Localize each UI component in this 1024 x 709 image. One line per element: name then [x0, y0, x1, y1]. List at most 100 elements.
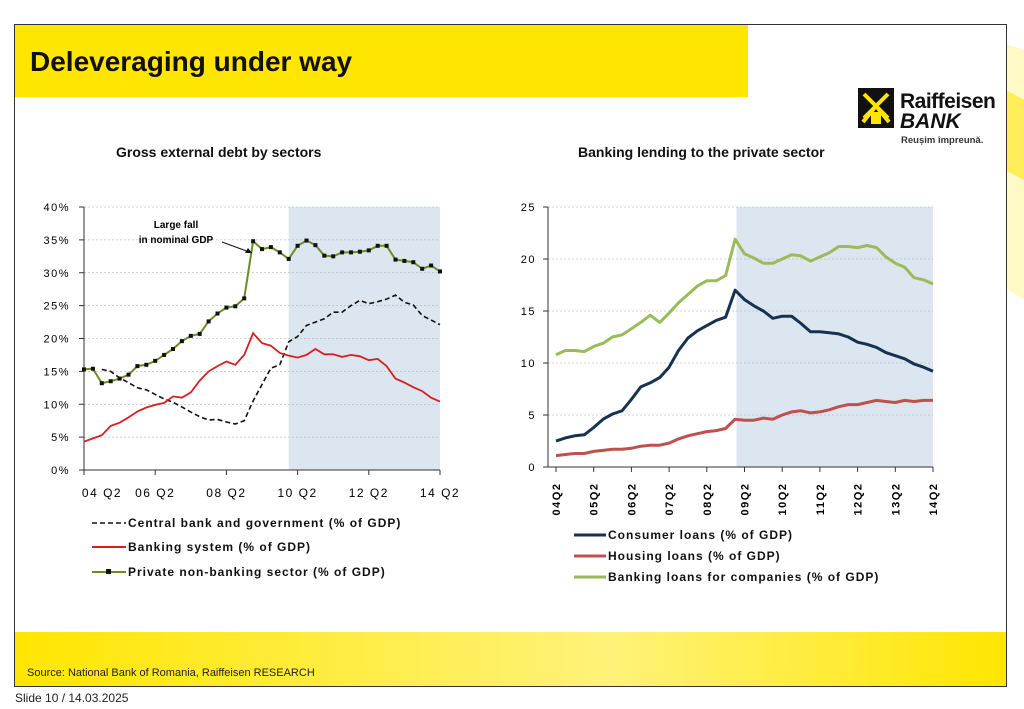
- data-point-marker: [117, 376, 122, 381]
- x-tick-label: 10Q2: [777, 483, 789, 516]
- legend-item-company-loans: Banking loans for companies (% of GDP): [574, 570, 879, 584]
- y-tick-label: 5%: [51, 432, 70, 444]
- legend-swatch-red: [92, 546, 126, 548]
- data-point-marker: [357, 249, 362, 254]
- legend-item-housing-loans: Housing loans (% of GDP): [574, 549, 781, 563]
- data-point-marker: [322, 253, 327, 258]
- legend-swatch-green: [574, 575, 606, 579]
- annotation-line1: Large fall: [154, 220, 199, 231]
- brand-bank: BANK: [900, 110, 961, 133]
- data-point-marker: [295, 243, 300, 248]
- data-point-marker: [197, 331, 202, 336]
- data-point-marker: [242, 296, 247, 301]
- shaded-region: [736, 207, 933, 467]
- data-point-marker: [331, 254, 336, 259]
- x-tick-label: 04Q2: [551, 483, 563, 516]
- data-point-marker: [206, 319, 211, 324]
- legend-item-central-bank: Central bank and government (% of GDP): [92, 516, 401, 530]
- legend-label: Banking system (% of GDP): [128, 540, 312, 554]
- brand-tagline: Reușim împreună.: [901, 135, 984, 146]
- y-tick-label: 5: [528, 410, 536, 422]
- y-tick-label: 30%: [43, 268, 70, 280]
- data-point-marker: [438, 269, 442, 274]
- data-point-marker: [188, 333, 193, 338]
- series-line-3: [555, 237, 934, 357]
- data-point-marker: [224, 305, 229, 310]
- x-tick-label: 04 Q2: [82, 486, 122, 500]
- slide-number: Slide 10 / 14.03.2025: [15, 691, 129, 705]
- y-tick-label: 25%: [43, 301, 70, 313]
- x-tick-label: 06Q2: [626, 483, 638, 516]
- data-point-marker: [251, 239, 256, 244]
- y-tick-label: 10: [521, 358, 536, 370]
- x-tick-label: 06 Q2: [135, 486, 175, 500]
- legend-item-banking-system: Banking system (% of GDP): [92, 540, 311, 554]
- x-tick-label: 13Q2: [890, 483, 902, 516]
- data-point-marker: [135, 364, 140, 369]
- data-point-marker: [179, 339, 184, 344]
- data-point-marker: [233, 304, 238, 309]
- x-tick-label: 07Q2: [664, 483, 676, 516]
- x-tick-label: 12 Q2: [349, 486, 389, 500]
- legend-swatch-pink: [574, 554, 606, 558]
- raiffeisen-gable-icon: [858, 88, 894, 128]
- annotation-line2: in nominal GDP: [139, 235, 214, 246]
- legend-label: Banking loans for companies (% of GDP): [608, 570, 880, 584]
- legend-label: Central bank and government (% of GDP): [128, 516, 402, 530]
- data-point-marker: [144, 362, 149, 367]
- y-tick-label: 0%: [51, 465, 70, 477]
- data-point-marker: [375, 243, 380, 248]
- series-line-2: [83, 331, 441, 443]
- data-point-marker: [313, 243, 318, 248]
- series-line-1: [555, 288, 934, 443]
- data-point-marker: [366, 248, 371, 253]
- legend-label: Private non-banking sector (% of GDP): [128, 565, 386, 579]
- y-tick-label: 10%: [43, 399, 70, 411]
- data-point-marker: [268, 245, 273, 250]
- legend-swatch-marker: [92, 569, 126, 574]
- data-point-marker: [171, 347, 175, 352]
- y-tick-label: 40%: [43, 202, 70, 214]
- x-tick-label: 09Q2: [740, 483, 752, 516]
- y-tick-label: 15: [521, 306, 536, 318]
- brand-name: Raiffeisen: [900, 90, 996, 113]
- data-point-marker: [402, 258, 407, 263]
- data-point-marker: [162, 352, 167, 357]
- footer-band: [15, 632, 1006, 686]
- x-tick-label: 11Q2: [815, 483, 827, 515]
- slide-title: Deleveraging under way: [30, 46, 353, 77]
- x-tick-label: 08Q2: [702, 483, 714, 516]
- x-tick-label: 08 Q2: [206, 486, 246, 500]
- x-tick-label: 12Q2: [853, 483, 865, 516]
- data-point-marker: [126, 372, 131, 377]
- data-point-marker: [411, 260, 416, 265]
- y-tick-label: 20: [521, 254, 536, 266]
- x-tick-label: 05Q2: [589, 483, 601, 516]
- data-point-marker: [215, 311, 220, 316]
- data-point-marker: [286, 256, 291, 261]
- x-tick-label: 14 Q2: [420, 486, 460, 500]
- data-point-marker: [340, 250, 345, 255]
- data-point-marker: [260, 247, 264, 252]
- legend-item-consumer-loans: Consumer loans (% of GDP): [574, 528, 793, 542]
- legend-label: Consumer loans (% of GDP): [608, 528, 794, 542]
- x-tick-label: 10 Q2: [277, 486, 317, 500]
- data-point-marker: [349, 250, 353, 255]
- data-point-marker: [82, 367, 86, 372]
- chart1-title: Gross external debt by sectors: [116, 144, 322, 160]
- data-point-marker: [429, 263, 434, 268]
- chart2-title: Banking lending to the private sector: [578, 144, 825, 160]
- legend-item-private-nonbanking: Private non-banking sector (% of GDP): [92, 565, 386, 579]
- y-tick-label: 35%: [43, 235, 70, 247]
- data-point-marker: [108, 379, 113, 384]
- data-point-marker: [99, 381, 104, 386]
- data-point-marker: [304, 238, 309, 243]
- data-point-marker: [90, 366, 95, 371]
- x-tick-label: 14Q2: [928, 483, 940, 516]
- series-line-2: [555, 398, 933, 458]
- data-point-marker: [153, 358, 158, 363]
- data-point-marker: [384, 243, 389, 248]
- legend-label: Housing loans (% of GDP): [608, 549, 781, 563]
- annotation-arrowhead: [245, 248, 252, 253]
